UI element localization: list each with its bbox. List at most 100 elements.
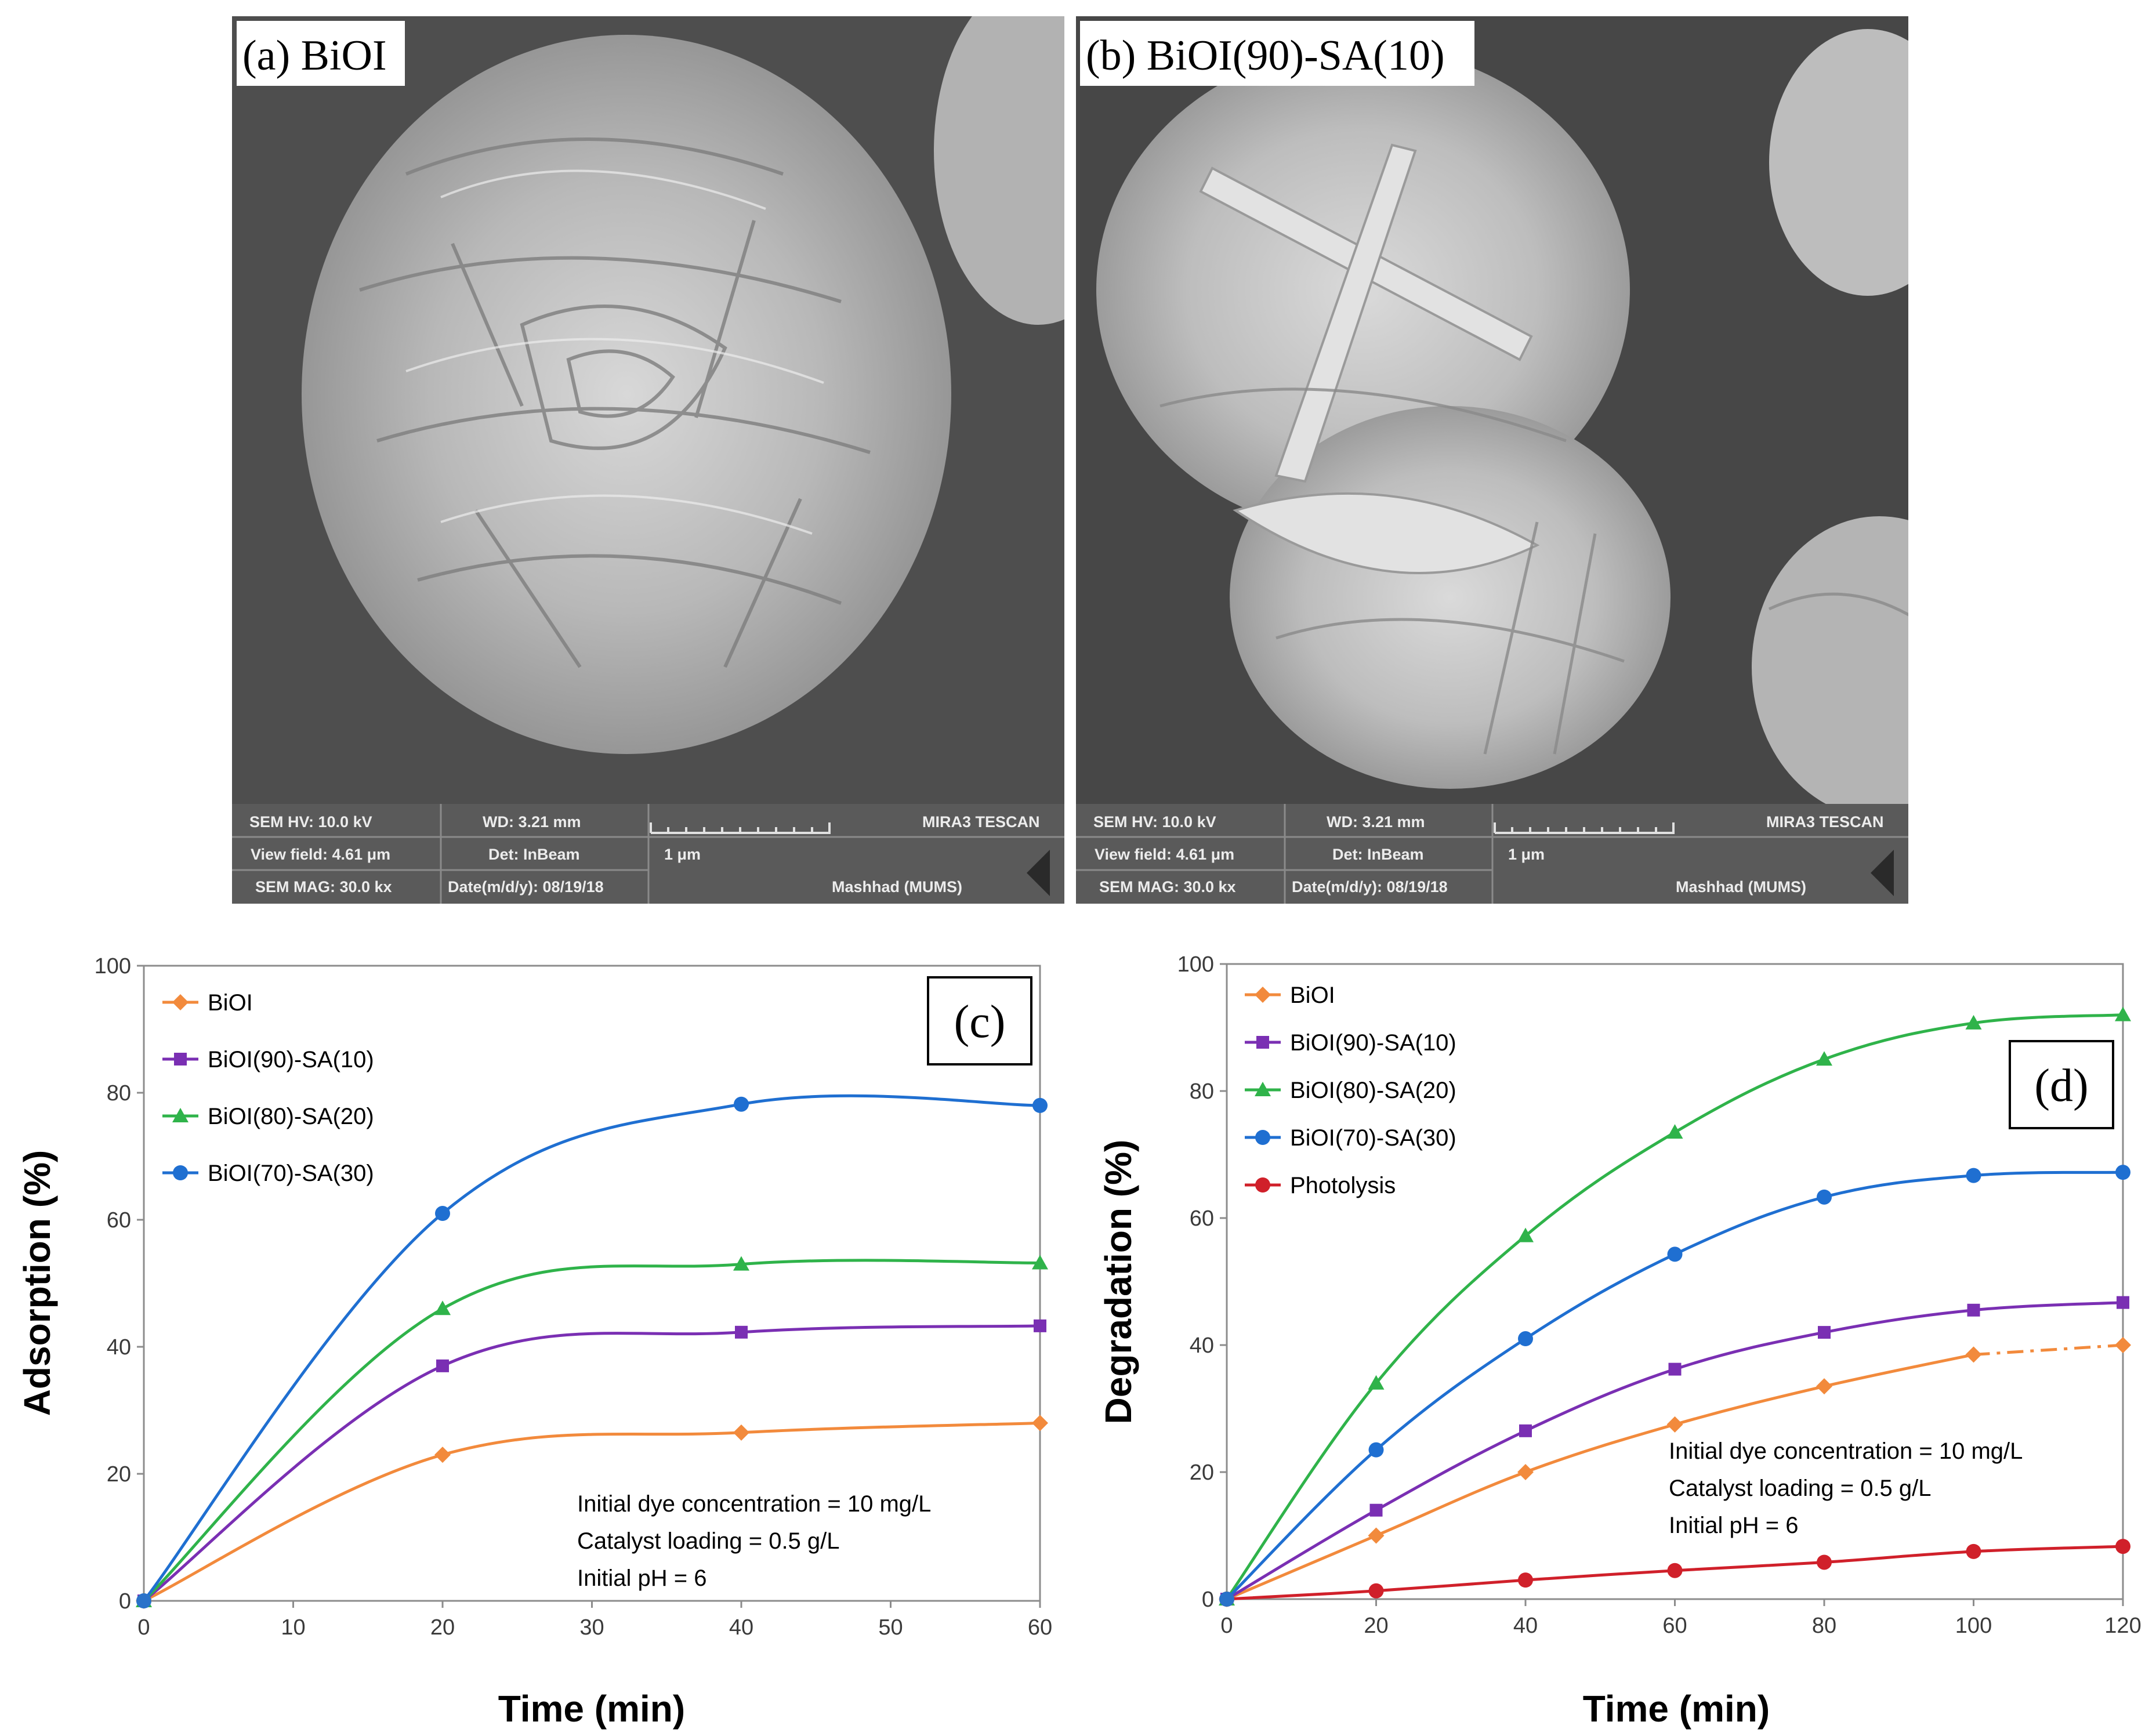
tescan-logo-icon [1027, 850, 1050, 896]
x-tick-label: 40 [729, 1615, 753, 1640]
chart-annotation: Initial pH = 6 [1669, 1513, 1798, 1538]
x-tick-label: 30 [579, 1615, 604, 1640]
series-line [1226, 1353, 1974, 1601]
origin-point [1219, 1592, 1234, 1607]
panel-label: (c) [954, 996, 1006, 1048]
sem-date-b: Date(m/d/y): 08/19/18 [1292, 878, 1448, 896]
data-point [733, 1256, 749, 1271]
data-point [1517, 1464, 1534, 1480]
chart-annotation: Initial dye concentration = 10 mg/L [577, 1491, 931, 1517]
x-tick-label: 10 [281, 1615, 305, 1640]
sem-viewfield-b: View field: 4.61 μm [1095, 846, 1234, 863]
x-tick-label: 0 [1220, 1614, 1233, 1638]
y-tick-label: 60 [107, 1208, 131, 1233]
sem-mag-b: SEM MAG: 30.0 kx [1099, 878, 1236, 896]
legend-entry: BiOI(70)-SA(30) [1290, 1125, 1456, 1151]
tescan-logo-icon-b [1871, 850, 1894, 896]
x-tick-label: 60 [1028, 1615, 1052, 1640]
y-tick-label: 80 [107, 1081, 131, 1106]
y-tick-label: 20 [107, 1462, 131, 1487]
legend-box [152, 974, 464, 1195]
data-point [2115, 1006, 2131, 1021]
data-point [733, 1424, 749, 1441]
sem-label-box-b [1080, 21, 1474, 86]
data-point [1816, 1378, 1832, 1395]
data-point [1034, 1319, 1046, 1332]
data-point [1368, 1527, 1385, 1544]
legend-entry: BiOI [208, 990, 253, 1016]
chart-annotation: Catalyst loading = 0.5 g/L [577, 1528, 840, 1554]
series-line [143, 1259, 1041, 1602]
data-point [434, 1300, 451, 1315]
data-point [1817, 1189, 1832, 1205]
sem-det-a: Det: InBeam [488, 846, 580, 863]
legend-entry: BiOI(80)-SA(20) [1290, 1078, 1456, 1103]
data-point [2115, 1337, 2131, 1353]
data-point [735, 1325, 748, 1339]
sem-wd-b: WD: 3.21 mm [1327, 813, 1425, 831]
legend-entry: BiOI(80)-SA(20) [208, 1104, 374, 1129]
x-tick-label: 60 [1662, 1614, 1687, 1638]
sem-label-box-a [237, 21, 405, 86]
chart-annotation: Catalyst loading = 0.5 g/L [1669, 1476, 1932, 1501]
sem-hv-b: SEM HV: 10.0 kV [1093, 813, 1216, 831]
x-tick-label: 20 [1364, 1614, 1388, 1638]
y-axis-title: Adsorption (%) [16, 1150, 58, 1416]
y-tick-label: 0 [1202, 1588, 1214, 1612]
data-point [2115, 1165, 2130, 1180]
data-point [1966, 1168, 1981, 1183]
legend-marker [1255, 1130, 1270, 1145]
y-tick-label: 100 [95, 954, 131, 978]
legend-marker [172, 994, 189, 1010]
chart-annotation: Initial pH = 6 [577, 1565, 706, 1591]
sem-label-a: (a) BiOI [242, 32, 387, 79]
data-point [1817, 1554, 1832, 1570]
legend-marker [1256, 1036, 1269, 1049]
sem-hv-a: SEM HV: 10.0 kV [249, 813, 372, 831]
sem-lab-a: Mashhad (MUMS) [832, 878, 962, 896]
data-point [2117, 1296, 2129, 1309]
x-tick-label: 20 [430, 1615, 455, 1640]
data-point [435, 1206, 450, 1222]
sem-date-a: Date(m/d/y): 08/19/18 [448, 878, 604, 896]
sem-vendor-a: MIRA3 TESCAN [922, 813, 1040, 831]
scale-bar-b [1494, 822, 1675, 834]
panel-label-box [2009, 1040, 2114, 1129]
sem-image-b: (b) BiOI(90)-SA(10) SEM HV: 10.0 kV WD: … [1076, 16, 1908, 904]
data-point [1966, 1543, 1981, 1559]
sem-micrograph-a [232, 16, 1064, 804]
legend-marker [1255, 1177, 1270, 1193]
x-tick-label: 120 [2104, 1614, 2141, 1638]
data-point [1368, 1375, 1385, 1390]
sem-micrograph-b [1076, 16, 1908, 804]
data-point [1667, 1563, 1683, 1578]
y-tick-label: 100 [1177, 952, 1214, 977]
sem-mag-a: SEM MAG: 30.0 kx [255, 878, 392, 896]
data-point [1368, 1583, 1384, 1599]
data-point [436, 1359, 449, 1372]
panel-label: (d) [2034, 1060, 2088, 1111]
x-axis-title: Time (min) [498, 1688, 685, 1730]
legend-entry: BiOI(90)-SA(10) [1290, 1030, 1456, 1056]
data-point [1818, 1326, 1831, 1339]
x-axis-title: Time (min) [1583, 1688, 1770, 1730]
data-point [1519, 1424, 1532, 1437]
legend-entry: BiOI(90)-SA(10) [208, 1047, 374, 1072]
chart-c: 0 20 40 60 80 100 0 10 20 30 40 50 60 Adsorption (%) T… [16, 954, 1052, 1730]
origin-point [136, 1593, 151, 1608]
series-line [143, 1094, 1041, 1602]
legend-box [1234, 972, 1536, 1209]
x-tick-label: 0 [137, 1615, 150, 1640]
data-point [1032, 1097, 1048, 1113]
legend-entry: Photolysis [1290, 1173, 1396, 1198]
series-line [143, 1421, 1041, 1603]
data-point [1032, 1415, 1048, 1431]
data-point [1666, 1124, 1683, 1139]
sem-vendor-b: MIRA3 TESCAN [1766, 813, 1884, 831]
data-point [1517, 1227, 1534, 1242]
legend: BiOI BiOI(90)-SA(10) BiOI(80)-SA(20) BiOI(7… [152, 974, 464, 1195]
data-point [1965, 1014, 1982, 1030]
legend-entry: BiOI(70)-SA(30) [208, 1161, 374, 1186]
data-point [1368, 1442, 1384, 1458]
